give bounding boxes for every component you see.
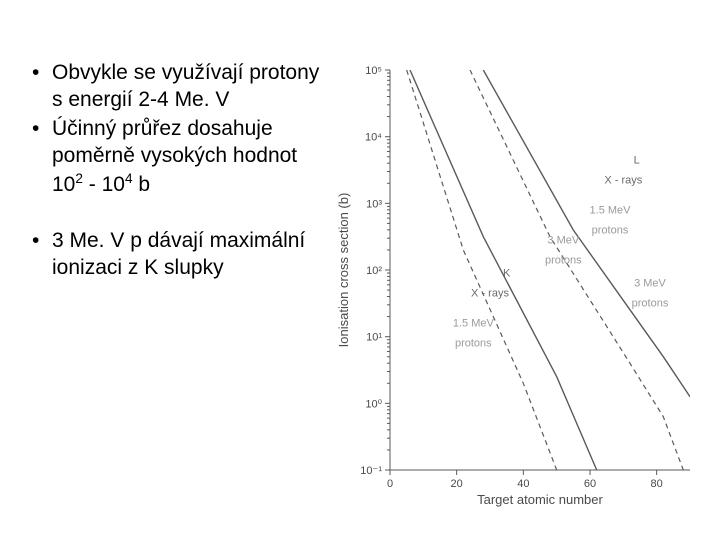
x-axis-title: Target atomic number xyxy=(477,492,603,507)
curve-l-1.5mev-protons xyxy=(470,70,683,470)
bullet-2-mid: - 10 xyxy=(83,173,125,196)
x-tick-label: 60 xyxy=(584,478,596,490)
chart-label: K xyxy=(503,268,511,280)
chart-label: protons xyxy=(455,338,492,350)
y-tick-label: 10¹ xyxy=(366,332,382,344)
chart-label: 3 MeV xyxy=(547,234,579,246)
bullet-1: Obvykle se využívají protony s energií 2… xyxy=(28,60,320,114)
chart-label: 1.5 MeV xyxy=(590,204,632,216)
bullet-2: Účinný průřez dosahuje poměrně vysokých … xyxy=(28,116,320,199)
bullet-2-post: b xyxy=(133,173,151,196)
bullet-list: Obvykle se využívají protony s energií 2… xyxy=(28,60,320,198)
y-axis-title: Ionisation cross section (b) xyxy=(336,193,351,348)
x-tick-label: 40 xyxy=(517,478,529,490)
chart-label: protons xyxy=(632,298,669,310)
y-tick-label: 10⁻¹ xyxy=(360,465,382,477)
bullet-3: 3 Me. V p dávají maximální ionizaci z K … xyxy=(28,228,320,282)
chart-label: 1.5 MeV xyxy=(453,318,495,330)
ionisation-chart: 10⁻¹ 10⁰ 10¹ 10² 10³ 10⁴ 10⁵ 0 20 40 60 80 Target at… xyxy=(330,60,710,520)
text-pane: Obvykle se využívají protony s energií 2… xyxy=(0,60,330,540)
chart-label: protons xyxy=(545,254,582,266)
x-tick-label: 20 xyxy=(451,478,463,490)
chart-label: L xyxy=(634,154,640,166)
chart-label: X - rays xyxy=(604,174,642,186)
bullet-list-2: 3 Me. V p dávají maximální ionizaci z K … xyxy=(28,228,320,282)
bullet-2-exp1: 2 xyxy=(75,171,83,186)
y-tick-label: 10² xyxy=(366,265,382,277)
bullet-2-exp2: 4 xyxy=(125,171,133,186)
x-tick-label: 80 xyxy=(651,478,663,490)
slide-content: Obvykle se využívají protony s energií 2… xyxy=(0,0,720,540)
chart-pane: 10⁻¹ 10⁰ 10¹ 10² 10³ 10⁴ 10⁵ 0 20 40 60 80 Target at… xyxy=(330,60,710,520)
y-tick-label: 10⁰ xyxy=(365,398,382,410)
spacer xyxy=(28,200,320,228)
chart-label: X - rays xyxy=(471,288,509,300)
chart-label: protons xyxy=(592,224,629,236)
chart-label: 3 MeV xyxy=(634,278,666,290)
curve-l-3mev-protons xyxy=(483,70,690,397)
curve-k-1.5mev-protons xyxy=(407,70,557,470)
y-tick-label: 10³ xyxy=(366,198,382,210)
x-tick-label: 0 xyxy=(387,478,393,490)
y-tick-label: 10⁵ xyxy=(365,65,382,77)
y-tick-label: 10⁴ xyxy=(365,132,382,144)
